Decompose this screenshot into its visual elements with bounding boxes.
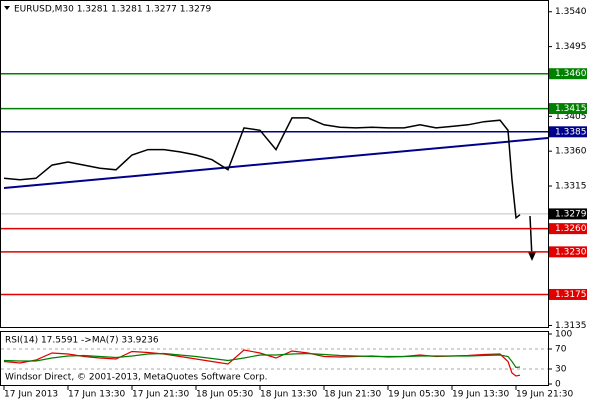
level-label: 1.3385 [555,127,587,137]
y-tick-label: 100 [555,330,572,340]
level-tag [549,223,587,235]
rsi-frame [0,331,549,386]
level-label: 1.3415 [555,104,587,114]
copyright: Windsor Direct, © 2001-2013, MetaQuotes … [5,373,268,383]
level-label: 1.3260 [555,224,587,234]
x-tick-label: 18 Jun 05:30 [196,390,253,400]
price-line [3,352,521,369]
x-tick-label: 18 Jun 21:30 [324,390,381,400]
level-tag [549,246,587,258]
level-tag [549,126,587,138]
y-tick-label: 1.3135 [555,321,587,331]
x-tick-label: 17 Jun 21:30 [132,390,189,400]
level-label: 1.3175 [555,290,587,300]
level-label: 1.3230 [555,247,587,257]
chart-title: EURUSD,M30 1.3281 1.3281 1.3277 1.3279 [14,5,212,15]
current-price-label: 1.3279 [555,209,587,219]
x-tick-label: 19 Jun 21:30 [516,390,573,400]
y-tick-label: 0 [555,380,561,390]
x-tick-label: 17 Jun 2013 [4,390,58,400]
level-label: 1.3460 [555,69,587,79]
rsi-title: RSI(14) 17.5591 ->MA(7) 33.9236 [5,336,159,346]
price-line [3,117,521,220]
level-tag [549,288,587,300]
y-tick-label: 1.3495 [555,42,587,52]
level-tag [549,68,587,80]
y-tick-label: 30 [555,365,567,375]
main-frame [0,0,549,328]
trendline [3,137,549,189]
x-tick-label: 18 Jun 13:30 [260,390,317,400]
level-tag [549,103,587,115]
y-tick-label: 1.3405 [555,112,587,122]
x-tick-label: 19 Jun 05:30 [388,390,445,400]
y-tick-label: 1.3315 [555,182,587,192]
y-tick-label: 70 [555,345,567,355]
current-price-tag [549,208,587,220]
arrow-head [528,252,536,261]
x-tick-label: 19 Jun 13:30 [452,390,509,400]
arrow [529,215,533,259]
y-tick-label: 1.3540 [555,7,587,17]
x-tick-label: 17 Jun 13:30 [68,390,125,400]
y-tick-label: 1.3360 [555,147,587,157]
menu-triangle [4,6,10,10]
